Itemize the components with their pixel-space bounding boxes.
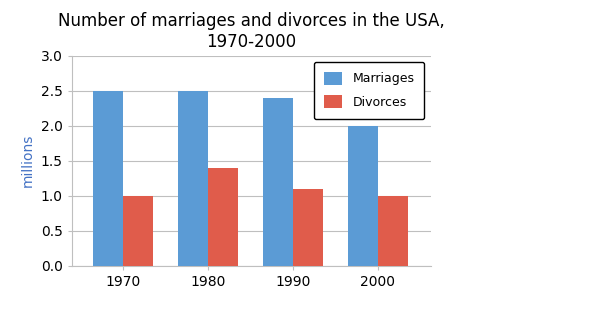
Title: Number of marriages and divorces in the USA,
1970-2000: Number of marriages and divorces in the … [58,12,444,51]
Bar [178,91,208,266]
Bar [263,98,293,266]
Bar [348,126,378,266]
Bar [208,168,237,266]
Y-axis label: millions: millions [21,134,35,187]
Bar [378,196,408,266]
Bar [123,196,152,266]
Bar [293,189,322,266]
Legend: Marriages, Divorces: Marriages, Divorces [313,62,425,119]
Bar [93,91,123,266]
